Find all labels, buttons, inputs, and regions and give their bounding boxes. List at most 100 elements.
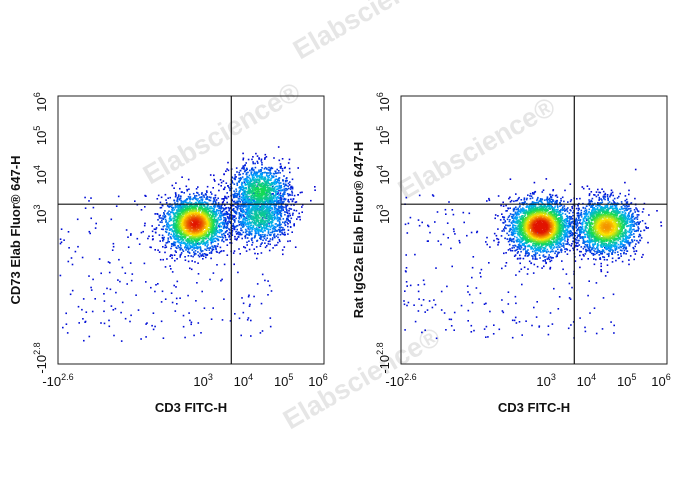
event-dot (162, 246, 164, 248)
event-dot (188, 197, 190, 200)
event-dot (291, 190, 293, 193)
event-dot (223, 199, 225, 201)
event-dot (177, 237, 179, 240)
event-dot (175, 212, 177, 215)
event-dot (180, 241, 182, 244)
event-dot (245, 169, 247, 172)
event-dot (254, 189, 256, 192)
event-dot (227, 169, 230, 172)
event-dot (283, 175, 285, 177)
event-dot (255, 213, 258, 216)
event-dot (238, 171, 240, 174)
event-dot (194, 244, 196, 246)
event-dot (179, 254, 182, 256)
event-dot (145, 336, 147, 338)
event-dot (183, 200, 186, 203)
event-dot (173, 199, 176, 202)
event-dot (205, 231, 207, 234)
event-dot (218, 212, 220, 214)
event-dot (199, 196, 201, 199)
event-dot (260, 220, 262, 223)
event-dot (274, 236, 276, 239)
event-dot (267, 221, 270, 223)
event-dot (283, 191, 285, 194)
event-dot (194, 239, 197, 242)
event-dot (205, 213, 207, 216)
event-dot (569, 183, 572, 185)
event-dot (266, 186, 269, 189)
event-dot (225, 182, 228, 184)
event-dot (184, 209, 187, 212)
event-dot (251, 193, 254, 196)
event-dot (247, 158, 250, 161)
event-dot (256, 225, 258, 227)
event-dot (217, 231, 219, 234)
event-dot (256, 160, 259, 163)
event-dot (264, 233, 266, 236)
event-dot (202, 237, 204, 239)
event-dot (260, 182, 262, 185)
event-dot (177, 216, 179, 219)
event-dot (280, 207, 283, 210)
event-dot (236, 194, 239, 197)
event-dot (178, 222, 181, 224)
event-dot (209, 216, 211, 219)
event-dot (261, 161, 263, 164)
event-dot (246, 168, 248, 171)
event-dot (271, 183, 274, 186)
event-dot (157, 219, 159, 221)
event-dot (279, 163, 282, 165)
event-dot (291, 194, 293, 196)
event-dot (208, 252, 211, 254)
event-dot (193, 223, 196, 225)
event-dot (262, 182, 265, 185)
event-dot (273, 212, 276, 215)
event-dot (243, 168, 245, 170)
event-dot (220, 181, 223, 184)
event-dot (276, 168, 278, 171)
event-dot (239, 190, 241, 193)
event-dot (168, 227, 170, 229)
event-dot (180, 226, 182, 229)
event-dot (251, 230, 253, 232)
event-dot (287, 185, 289, 187)
event-dot (276, 220, 279, 222)
event-dot (130, 233, 132, 235)
event-dot (112, 309, 115, 311)
event-dot (212, 197, 215, 199)
event-dot (266, 213, 269, 215)
event-dot (277, 206, 280, 209)
event-dot (103, 322, 106, 325)
event-dot (192, 245, 194, 247)
event-dot (121, 266, 124, 269)
event-dot (162, 337, 165, 339)
event-dot (184, 237, 186, 239)
event-dot (610, 189, 613, 192)
event-dot (223, 213, 226, 215)
event-dot (233, 228, 236, 231)
event-dot (257, 223, 259, 226)
event-dot (176, 200, 179, 203)
event-dot (241, 167, 243, 170)
event-dot (268, 284, 271, 287)
event-dot (178, 241, 181, 244)
event-dot (194, 213, 196, 215)
event-dot (251, 196, 254, 199)
event-dot (250, 169, 253, 171)
event-dot (194, 196, 196, 198)
event-dot (282, 233, 285, 236)
event-dot (219, 236, 222, 238)
event-dot (243, 211, 245, 213)
event-dot (189, 247, 191, 250)
event-dot (172, 235, 174, 237)
event-dot (88, 230, 91, 233)
event-dot (297, 167, 299, 169)
event-dot (205, 190, 208, 192)
event-dot (194, 232, 197, 235)
event-dot (248, 193, 251, 195)
event-dot (187, 294, 189, 297)
event-dot (223, 232, 225, 235)
event-dot (213, 228, 215, 230)
event-dot (600, 262, 602, 265)
event-dot (241, 207, 244, 210)
